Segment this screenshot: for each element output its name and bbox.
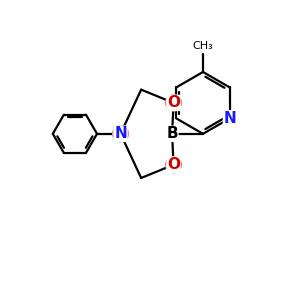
Text: B: B bbox=[166, 126, 178, 141]
Text: O: O bbox=[167, 95, 180, 110]
Text: O: O bbox=[167, 157, 180, 172]
Text: N: N bbox=[224, 111, 236, 126]
Circle shape bbox=[166, 157, 182, 173]
Circle shape bbox=[166, 95, 182, 111]
Text: CH₃: CH₃ bbox=[193, 41, 213, 51]
Circle shape bbox=[112, 126, 128, 142]
Text: N: N bbox=[114, 126, 127, 141]
